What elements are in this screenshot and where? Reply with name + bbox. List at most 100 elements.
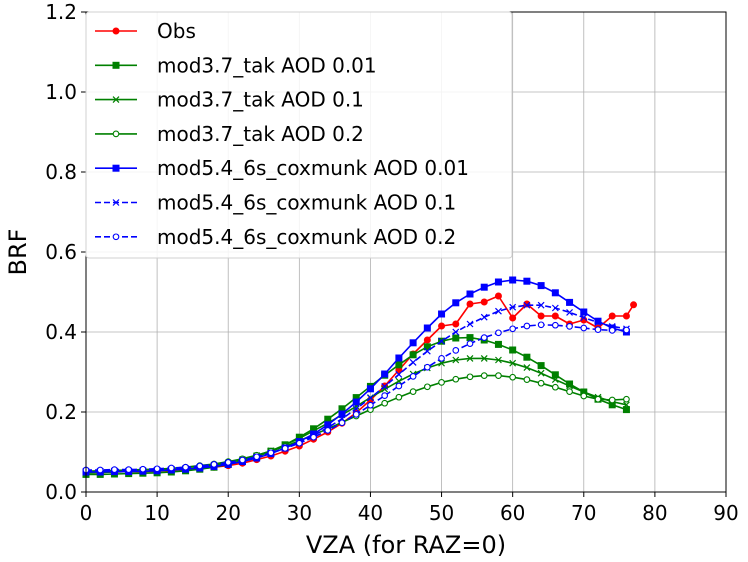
data-point xyxy=(566,382,573,390)
data-point xyxy=(295,439,303,447)
data-point xyxy=(551,312,559,320)
data-point xyxy=(580,392,588,400)
data-point xyxy=(395,354,403,362)
series-line xyxy=(86,279,627,473)
data-point xyxy=(438,337,445,345)
data-point xyxy=(423,363,431,371)
data-point xyxy=(509,314,517,322)
x-tick-label: 70 xyxy=(571,501,596,525)
x-tick-label: 0 xyxy=(80,501,93,525)
data-point xyxy=(480,354,488,362)
data-point xyxy=(509,325,517,333)
data-point xyxy=(381,392,389,399)
data-point xyxy=(551,304,559,312)
data-point xyxy=(537,362,545,370)
series-4 xyxy=(82,372,630,475)
data-point xyxy=(466,290,474,298)
x-axis-label: VZA (for RAZ=0) xyxy=(306,531,506,559)
y-axis-label: BRF xyxy=(4,229,32,276)
legend-item: mod3.7_tak AOD 0.01 xyxy=(95,53,377,77)
y-tick-label: 1.0 xyxy=(45,80,77,104)
y-tick-label: 0.6 xyxy=(45,240,77,264)
data-point xyxy=(452,334,460,342)
legend-marker xyxy=(112,233,120,241)
data-point xyxy=(338,419,346,427)
data-point xyxy=(338,410,346,418)
data-point xyxy=(210,461,218,468)
data-point xyxy=(523,322,531,330)
data-point xyxy=(381,370,389,378)
data-point xyxy=(367,401,374,409)
data-point xyxy=(594,318,602,326)
data-point xyxy=(480,298,488,306)
data-point xyxy=(480,334,488,341)
data-point xyxy=(509,303,517,311)
data-point xyxy=(438,322,446,330)
data-point xyxy=(608,396,616,404)
data-point xyxy=(310,433,317,441)
data-point xyxy=(580,324,588,332)
data-point xyxy=(623,395,630,403)
data-point xyxy=(452,356,460,364)
data-point xyxy=(452,375,460,383)
data-point xyxy=(623,326,630,334)
legend-label: mod5.4_6s_coxmunk AOD 0.2 xyxy=(157,225,456,249)
legend: Obs mod3.7_tak AOD 0.01 mod3.7_tak AOD 0.1… xyxy=(85,11,513,259)
data-point xyxy=(423,383,431,391)
data-point xyxy=(494,340,502,348)
data-point xyxy=(523,364,531,372)
data-point xyxy=(594,326,602,333)
y-tick-label: 0.4 xyxy=(45,320,77,344)
data-point xyxy=(509,276,517,284)
data-point xyxy=(495,307,502,315)
data-point xyxy=(537,369,545,377)
data-point xyxy=(566,323,573,330)
data-point xyxy=(352,411,360,418)
data-point xyxy=(594,395,602,403)
data-point xyxy=(423,324,431,332)
series-line xyxy=(85,374,627,472)
data-point xyxy=(281,445,289,452)
data-point xyxy=(239,456,246,464)
data-point xyxy=(537,379,545,387)
data-point xyxy=(253,453,261,461)
data-point xyxy=(523,353,531,361)
data-point xyxy=(352,405,360,413)
data-point xyxy=(409,373,417,380)
legend-item: mod5.4_6s_coxmunk AOD 0.01 xyxy=(95,156,469,180)
data-point xyxy=(452,299,460,307)
data-point xyxy=(622,312,630,320)
series-6 xyxy=(82,301,630,475)
data-point xyxy=(566,308,573,316)
data-point xyxy=(196,462,204,470)
legend-label: mod5.4_6s_coxmunk AOD 0.01 xyxy=(157,156,469,180)
legend-item: mod5.4_6s_coxmunk AOD 0.1 xyxy=(95,191,456,215)
legend-marker xyxy=(112,164,120,172)
x-tick-label: 90 xyxy=(713,501,738,525)
legend-item: mod3.7_tak AOD 0.1 xyxy=(95,88,364,112)
x-tick-label: 50 xyxy=(429,501,454,525)
data-point xyxy=(466,373,474,381)
x-tick-label: 30 xyxy=(287,501,312,525)
data-point xyxy=(523,376,531,383)
legend-box xyxy=(85,11,513,259)
data-point xyxy=(352,398,360,406)
y-tick-label: 0.2 xyxy=(45,400,77,424)
legend-label: mod3.7_tak AOD 0.1 xyxy=(157,88,364,112)
data-point xyxy=(523,277,531,285)
data-point xyxy=(495,329,502,337)
data-point xyxy=(551,371,559,379)
data-point xyxy=(409,339,417,347)
data-point xyxy=(466,354,474,362)
data-point xyxy=(409,358,417,366)
data-point xyxy=(509,359,517,367)
x-tick-label: 10 xyxy=(144,501,169,525)
data-point xyxy=(381,382,389,390)
data-point xyxy=(509,346,517,354)
data-point xyxy=(423,343,431,351)
data-point xyxy=(566,388,573,395)
data-point xyxy=(438,359,445,367)
data-point xyxy=(224,459,232,466)
series-layer xyxy=(82,276,638,478)
